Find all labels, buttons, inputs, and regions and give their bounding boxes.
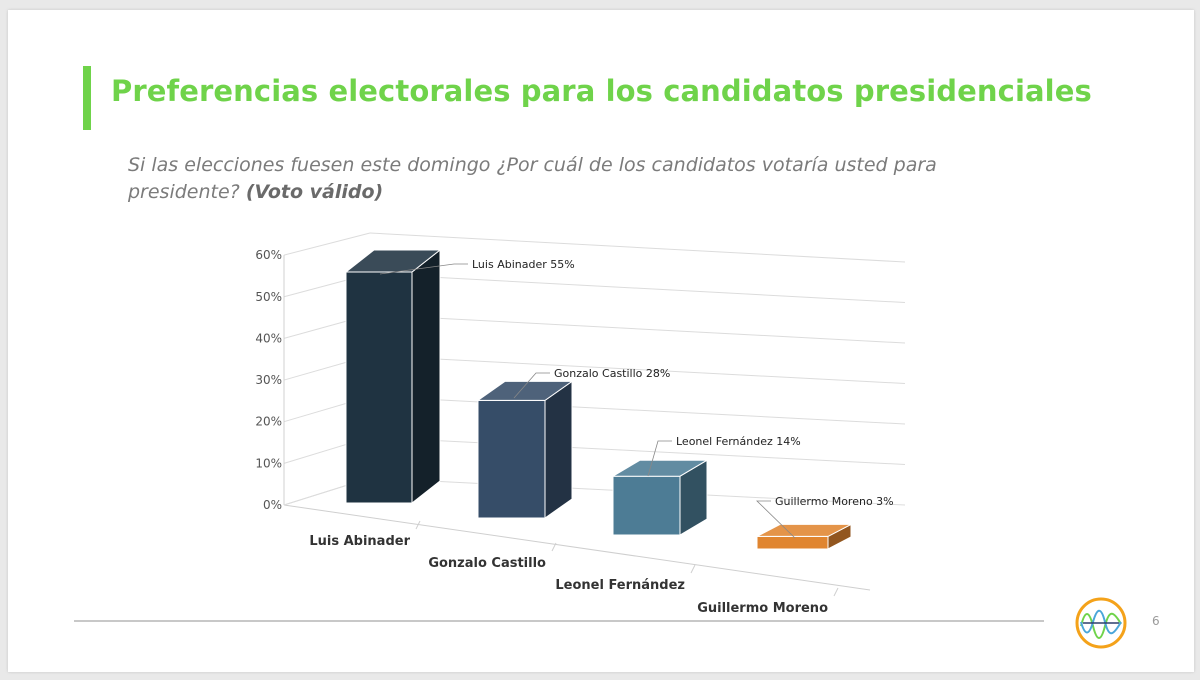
bar: [477, 399, 546, 519]
bar: [345, 271, 413, 504]
x-tick-label: Leonel Fernández: [555, 578, 685, 593]
y-tick-label: 50%: [255, 290, 282, 304]
data-label: Gonzalo Castillo 28%: [554, 367, 670, 380]
waveform-circle-icon: [1075, 597, 1127, 649]
y-tick-label: 10%: [255, 456, 282, 470]
y-tick-label: 20%: [255, 415, 282, 429]
data-label: Leonel Fernández 14%: [676, 435, 801, 448]
y-tick-label: 40%: [255, 331, 282, 345]
bar-side-face: [544, 380, 573, 519]
question-emphasis: (Voto válido): [245, 181, 384, 203]
gridline: [369, 232, 906, 263]
data-label: Guillermo Moreno 3%: [775, 495, 894, 508]
gridline: [369, 395, 906, 425]
bar-top-face: [611, 459, 709, 477]
slide: Preferencias electorales para los candid…: [8, 10, 1194, 672]
x-tick-label: Guillermo Moreno: [697, 601, 828, 616]
x-tick: [833, 587, 839, 597]
y-tick-label: 60%: [255, 248, 282, 262]
x-tick-label: Gonzalo Castillo: [428, 556, 546, 571]
y-tick-label: 0%: [263, 498, 282, 512]
x-tick: [415, 520, 421, 530]
gridline: [369, 436, 906, 465]
footer-divider: [74, 620, 1044, 622]
y-tick-label: 30%: [255, 373, 282, 387]
data-label-leader: [379, 263, 468, 275]
bar: [612, 475, 681, 536]
question-text: Si las elecciones fuesen este domingo ¿P…: [128, 154, 937, 203]
gridline: [369, 273, 906, 303]
gridline: [369, 355, 906, 384]
gridline-side: [283, 232, 371, 256]
x-tick: [551, 542, 557, 552]
data-label-leader: [513, 372, 550, 399]
data-label-leader: [756, 500, 796, 539]
gridline: [369, 314, 906, 344]
data-label: Luis Abinader 55%: [472, 258, 575, 271]
title-accent-bar: [83, 66, 91, 130]
page-number: 6: [1152, 614, 1160, 628]
bar-top-face: [476, 380, 574, 401]
slide-title: Preferencias electorales para los candid…: [111, 74, 1092, 108]
data-label-leader: [647, 440, 672, 477]
x-tick-label: Luis Abinader: [309, 534, 410, 549]
bar-top-face: [344, 249, 442, 273]
bar-side-face: [411, 248, 441, 505]
x-tick: [690, 564, 696, 574]
x-axis-line: [283, 504, 871, 591]
bar-top-face: [756, 523, 852, 537]
bar: [756, 535, 829, 550]
survey-question: Si las elecciones fuesen este domingo ¿P…: [128, 152, 1028, 206]
